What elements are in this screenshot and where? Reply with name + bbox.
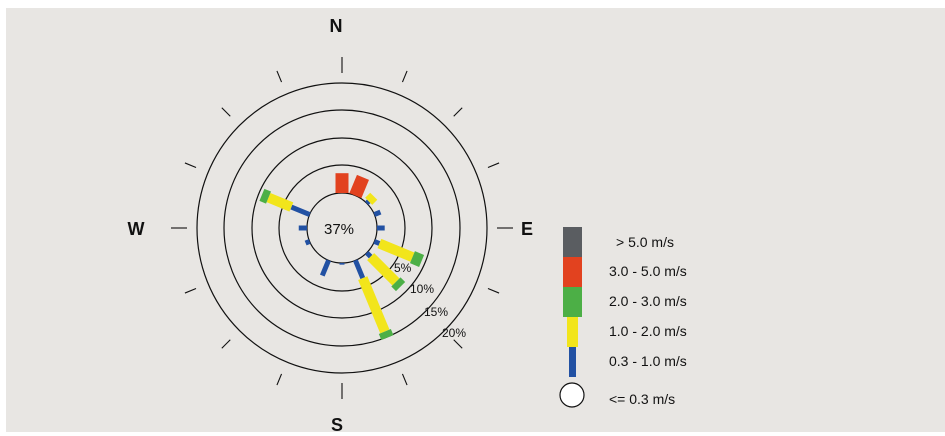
legend-label-2-3: 2.0 - 3.0 m/s (609, 293, 687, 309)
direction-ticks (171, 57, 513, 399)
petal-22.5 (349, 174, 369, 199)
petal-segment-b1 (339, 263, 345, 265)
direction-tick (184, 162, 197, 169)
direction-tick (401, 373, 408, 386)
petal-segment-b2 (365, 192, 378, 205)
compass-north-label: N (330, 16, 343, 36)
legend-label-gt5: > 5.0 m/s (616, 234, 674, 250)
petal-247.5 (304, 239, 311, 246)
legend-label-1-2: 1.0 - 2.0 m/s (609, 323, 687, 339)
petal-segment-b3 (259, 188, 271, 204)
petal-segment-b3 (409, 251, 425, 267)
compass-west-label: W (128, 219, 145, 239)
petal-segment-b2 (377, 238, 415, 262)
legend-swatch-0.3-1 (569, 347, 576, 377)
petal-180 (339, 263, 345, 265)
ring-15 (223, 109, 461, 347)
petal-segment-b2 (367, 253, 400, 286)
compass-east-label: E (521, 219, 533, 239)
legend-label-calm: <= 0.3 m/s (609, 391, 675, 407)
petal-270 (298, 225, 307, 231)
direction-tick (453, 107, 463, 117)
direction-tick (487, 162, 500, 169)
petal-segment-b1 (377, 225, 385, 231)
petal-segment-b3 (378, 328, 394, 341)
petal-segment-b1 (373, 239, 381, 246)
legend-swatch-gt5 (563, 227, 582, 257)
direction-tick (276, 70, 283, 83)
petal-0 (335, 173, 349, 193)
range-rings (196, 82, 488, 374)
petal-112.5 (373, 238, 425, 267)
ring-label-10: 10% (410, 282, 434, 296)
petal-segment-b1 (319, 259, 331, 277)
ring-label-20: 20% (442, 326, 466, 340)
petal-202.5 (319, 259, 331, 277)
petal-segment-b1 (364, 199, 371, 206)
petal-157.5 (353, 259, 394, 341)
petal-segment-b1 (304, 239, 311, 246)
legend-label-0.3-1: 0.3 - 1.0 m/s (609, 353, 687, 369)
ring-10 (251, 137, 433, 319)
ring-label-15: 15% (424, 305, 448, 319)
petal-135 (364, 250, 406, 292)
ring-label-5: 5% (394, 261, 412, 275)
legend-label-3-5: 3.0 - 5.0 m/s (609, 263, 687, 279)
petal-segment-b1 (373, 209, 382, 217)
petal-67.5 (373, 209, 382, 217)
direction-tick (184, 287, 197, 294)
direction-tick (401, 70, 408, 83)
wind-petals (259, 173, 425, 341)
legend-swatch-calm (559, 382, 585, 408)
calm-percent-label: 37% (324, 221, 354, 238)
petal-90 (377, 225, 385, 231)
ring-20 (196, 82, 488, 374)
petal-segment-b1 (353, 259, 366, 280)
legend-swatch-2-3 (563, 287, 582, 317)
petal-segment-b3 (391, 277, 406, 292)
legend-swatch-3-5 (563, 257, 582, 287)
petal-45 (364, 192, 378, 206)
petal-segment-b1 (364, 250, 373, 259)
direction-tick (276, 373, 283, 386)
direction-tick (221, 107, 231, 117)
petal-segment-b2 (266, 192, 294, 212)
legend: > 5.0 m/s 3.0 - 5.0 m/s 2.0 - 3.0 m/s 1.… (559, 227, 687, 408)
direction-tick (453, 339, 463, 349)
petal-segment-b4 (335, 173, 349, 193)
direction-tick (487, 287, 500, 294)
direction-tick (221, 339, 231, 349)
petal-segment-b2 (358, 276, 390, 334)
petal-segment-b4 (349, 174, 369, 199)
ring-5 (278, 164, 406, 292)
petal-segment-b1 (290, 204, 311, 217)
legend-swatch-1-2 (567, 317, 578, 347)
wind-rose-chart: 37% 5% 10% 15% 20% N E S W > 5.0 m/s 3.0… (128, 16, 687, 432)
compass-south-label: S (331, 415, 343, 432)
petal-292.5 (259, 188, 311, 217)
petal-segment-b1 (298, 225, 307, 231)
chart-panel: 37% 5% 10% 15% 20% N E S W > 5.0 m/s 3.0… (6, 8, 945, 432)
